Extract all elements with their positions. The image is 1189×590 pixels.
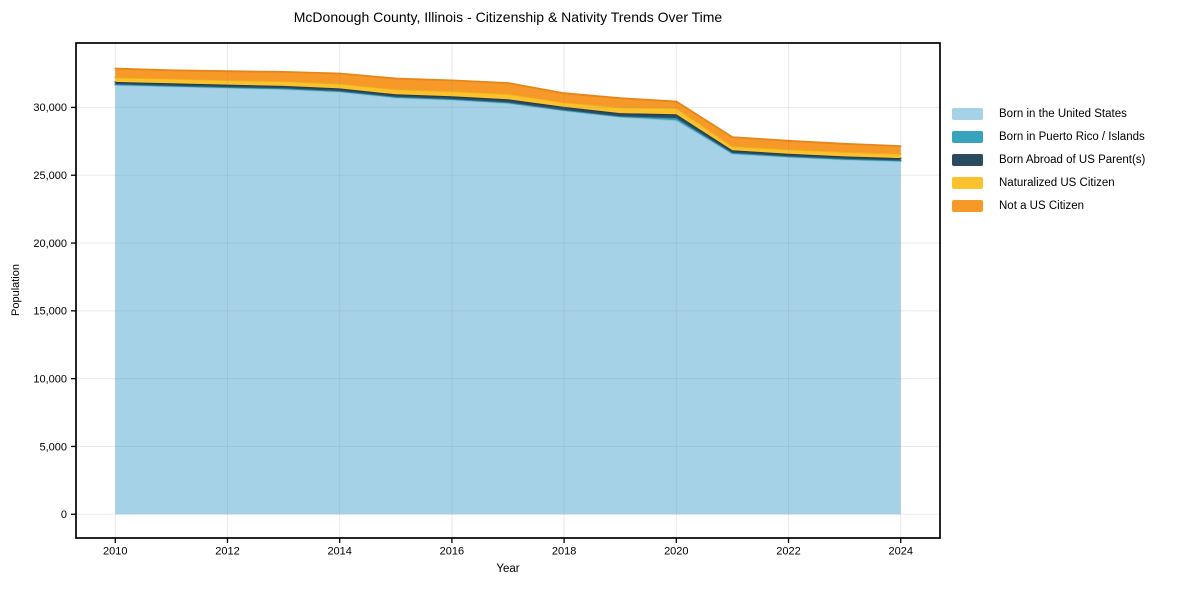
legend-item-born-in-the-united-states: Born in the United States — [952, 107, 1145, 120]
x-tick-label: 2024 — [888, 546, 912, 558]
legend-swatch-icon — [952, 199, 983, 212]
y-tick-label: 10,000 — [33, 373, 67, 385]
legend-label: Born in the United States — [999, 107, 1127, 120]
legend-swatch-icon — [952, 176, 983, 189]
y-tick-label: 25,000 — [33, 170, 67, 182]
legend-item-naturalized-us-citizen: Naturalized US Citizen — [952, 176, 1145, 189]
x-axis-label: Year — [496, 563, 520, 575]
legend-swatch-icon — [952, 130, 983, 143]
y-tick-label: 30,000 — [33, 102, 67, 114]
legend-item-born-abroad-of-us-parent-s: Born Abroad of US Parent(s) — [952, 153, 1145, 166]
plot-border — [75, 42, 941, 539]
legend-label: Born Abroad of US Parent(s) — [999, 153, 1146, 166]
legend-label: Born in Puerto Rico / Islands — [999, 130, 1145, 143]
legend-swatch-icon — [952, 153, 983, 166]
area-not-a-us-citizen — [115, 68, 901, 154]
x-tick-label: 2022 — [776, 546, 800, 558]
x-tick-label: 2018 — [552, 546, 576, 558]
y-tick-label: 20,000 — [33, 238, 67, 250]
x-tick-label: 2020 — [664, 546, 688, 558]
legend-item-not-a-us-citizen: Not a US Citizen — [952, 199, 1145, 212]
legend-label: Not a US Citizen — [999, 199, 1085, 212]
legend-label: Naturalized US Citizen — [999, 176, 1115, 189]
legend-swatch-icon — [952, 107, 983, 120]
y-tick-label: 0 — [61, 509, 67, 521]
x-tick-label: 2014 — [327, 546, 351, 558]
area-edge-not-a-us-citizen — [114, 67, 902, 147]
x-tick-label: 2010 — [103, 546, 127, 558]
legend: Born in the United States Born in Puerto … — [952, 107, 1145, 212]
chart-title: McDonough County, Illinois - Citizenship… — [293, 9, 723, 25]
y-tick-label: 5,000 — [39, 441, 67, 453]
legend-item-born-in-puerto-rico-islands: Born in Puerto Rico / Islands — [952, 130, 1145, 143]
y-tick-label: 15,000 — [33, 306, 67, 318]
x-tick-label: 2016 — [440, 546, 464, 558]
x-tick-label: 2012 — [215, 546, 239, 558]
area-born-in-the-united-states — [115, 85, 901, 515]
